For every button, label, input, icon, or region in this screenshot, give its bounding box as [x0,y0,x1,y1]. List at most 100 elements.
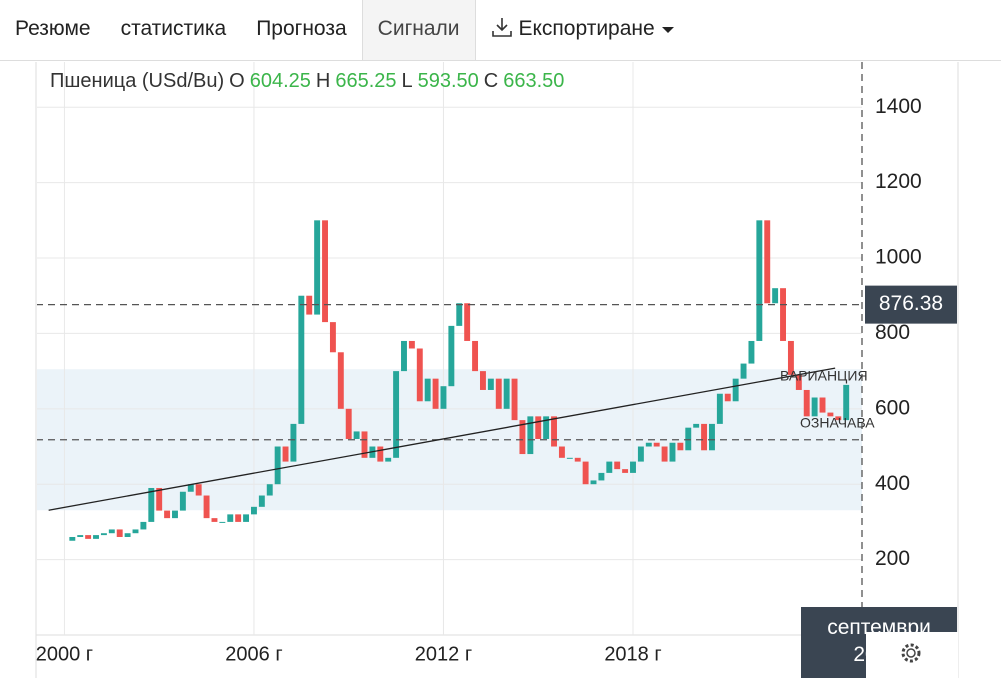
candle [566,457,573,459]
candle [148,487,155,522]
tab[interactable]: Резюме [15,17,91,40]
candle [756,220,763,341]
candle [353,431,360,439]
candle [290,423,297,462]
candle [345,408,352,439]
tab[interactable]: статистика [120,17,227,40]
candle [622,469,629,473]
candle [653,442,660,447]
candle [329,322,336,353]
candle [740,363,747,379]
download-icon [491,18,512,37]
candle [179,491,186,511]
candle [535,416,542,439]
candle [140,521,147,530]
candle [693,423,700,428]
candle [772,288,779,304]
candle [574,457,581,462]
candle [282,446,289,462]
candle [424,378,431,402]
candle [393,371,400,458]
legend-part: H [316,70,330,92]
tab[interactable]: Сигнали [361,0,476,60]
candle [748,340,755,364]
legend-part: 593.50 [418,70,479,92]
candle [448,325,455,387]
candle [803,389,810,417]
candle [811,397,818,417]
legend-part: 665.25 [335,70,396,92]
candle [495,378,502,409]
candle [124,533,131,537]
tab[interactable]: Експортиране [476,0,690,60]
candle [780,288,786,341]
candle [472,340,479,372]
candle [558,446,565,458]
candle [637,446,644,462]
candle [440,386,447,409]
candle [100,533,107,536]
candle [551,416,557,447]
legend-part: 604.25 [250,70,311,92]
legend-part: Пшеница (USd/Bu) [50,70,224,92]
tab-bar: Резюме статистика Прогноза Сигнали Експортир… [0,0,1001,61]
candle [77,535,84,537]
candle [266,484,273,496]
settings-bg [866,632,958,678]
candle [645,442,652,447]
candle [401,340,407,372]
candle [487,378,494,390]
gear-hub [906,648,916,658]
candle [156,487,163,511]
candle [456,303,463,326]
candle [432,378,439,409]
candle [93,535,99,539]
candle [677,442,684,451]
y-tick-label: 400 [875,472,910,495]
candle [819,397,826,413]
candle [685,427,692,451]
candle [835,416,842,421]
trend-line [48,367,836,511]
candle [582,461,589,485]
tab[interactable]: Прогноза [256,17,347,40]
y-tick-label: 1200 [875,170,922,193]
candle [416,348,423,402]
candle [503,378,510,409]
candle [250,506,257,515]
candle [361,431,368,458]
settings-button[interactable] [901,643,921,663]
candle [630,461,636,473]
candle [298,295,305,424]
candle [187,484,194,492]
candle [322,220,328,323]
legend-part: O [229,70,245,92]
candle [408,340,415,349]
tab-label: Експортиране [518,17,655,40]
candle [274,446,281,485]
price-box [865,285,957,324]
candle [590,480,597,485]
overlay: Пшеница (USd/Bu) O 604.25 H 665.25 L 593.50 C 66… [36,62,958,678]
candle [709,423,715,451]
annotation: ВАРИАНЦИЯ [780,368,868,384]
candle [661,446,668,462]
y-tick-label: 200 [875,547,910,570]
candle [827,412,834,417]
x-tick-label: 2006 г [225,643,282,665]
candle [701,423,708,451]
candle [211,518,218,522]
candle [132,529,139,534]
candle [716,393,723,424]
candle [543,416,550,439]
plot-area [37,62,862,635]
candle [464,303,471,341]
ohlc-legend: Пшеница (USd/Bu) O 604.25 H 665.25 L 593.50 C 66… [50,70,564,92]
candle [479,371,486,390]
y-tick-label: 1400 [875,95,922,118]
candle [172,510,178,519]
candle [164,510,171,519]
candle [203,495,210,519]
